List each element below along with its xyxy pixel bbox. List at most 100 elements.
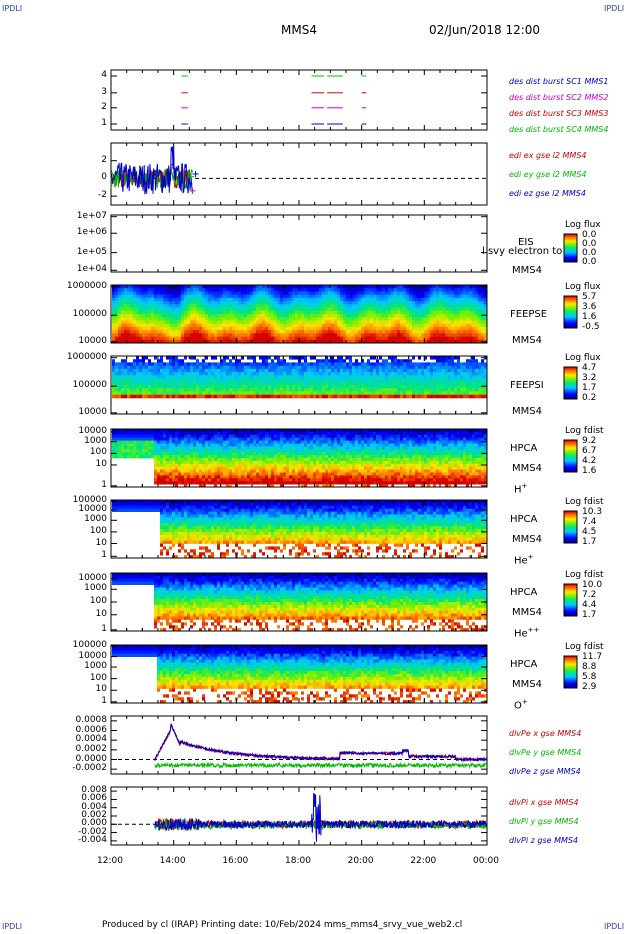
spectro-cell <box>460 320 463 324</box>
spectro-cell <box>382 339 385 344</box>
spectro-cell <box>208 434 211 439</box>
spectro-cell <box>445 365 448 370</box>
spectro-cell <box>403 385 406 389</box>
spectro-cell <box>220 478 223 482</box>
spectro-cell <box>130 333 133 337</box>
spectro-cell <box>460 301 463 305</box>
spectro-cell <box>373 365 376 370</box>
spectro-cell <box>199 314 202 318</box>
spectro-cell <box>283 378 286 383</box>
spectro-cell <box>295 285 298 289</box>
spectro-cell <box>139 455 142 459</box>
spectro-cell <box>220 297 223 302</box>
spectro-cell <box>370 372 373 376</box>
spectro-cell <box>196 446 199 450</box>
spectro-cell <box>202 446 205 450</box>
spectro-cell <box>448 388 451 392</box>
spectro-cell <box>121 339 124 344</box>
spectro-cell <box>367 378 370 383</box>
spectro-cell <box>154 307 157 312</box>
spectro-cell <box>211 452 214 456</box>
spectro-cell <box>412 372 415 376</box>
spectro-cell <box>259 365 262 370</box>
spectro-cell <box>166 297 169 302</box>
spectro-cell <box>142 301 145 305</box>
spectro-cell <box>169 372 172 376</box>
spectro-cell <box>178 385 181 389</box>
spectro-cell <box>352 285 355 289</box>
spectro-cell <box>169 294 172 299</box>
spectro-cell <box>214 388 217 392</box>
spectro-cell <box>187 326 190 331</box>
spectro-cell <box>112 294 115 299</box>
spectro-cell <box>478 391 481 395</box>
spectro-cell <box>430 391 433 395</box>
spectro-cell <box>451 307 454 312</box>
spectro-cell <box>157 466 160 470</box>
spectro-cell <box>415 339 418 344</box>
spectro-cell <box>145 394 148 399</box>
spectro-cell <box>190 452 193 456</box>
spectro-cell <box>118 443 121 447</box>
spectro-cell <box>196 463 199 468</box>
spectro-cell <box>439 388 442 392</box>
spectro-cell <box>163 314 166 318</box>
spectro-cell <box>151 394 154 399</box>
spectro-cell <box>220 314 223 318</box>
spectro-cell <box>148 378 151 383</box>
spectro-cell <box>148 434 151 439</box>
spectro-cell <box>211 466 214 470</box>
spectro-cell <box>379 336 382 341</box>
spectro-cell <box>370 323 373 328</box>
spectro-cell <box>178 362 181 366</box>
spectro-cell <box>235 381 238 386</box>
spectro-cell <box>400 391 403 395</box>
spectro-cell <box>220 336 223 341</box>
spectro-cell <box>364 391 367 395</box>
spectro-cell <box>328 339 331 344</box>
spectro-cell <box>484 301 487 305</box>
spectro-cell <box>196 372 199 376</box>
spectro-cell <box>205 437 208 441</box>
spectro-cell <box>202 314 205 318</box>
spectro-cell <box>403 381 406 386</box>
spectro-cell <box>277 294 280 299</box>
spectro-cell <box>202 285 205 289</box>
spectro-cell <box>409 323 412 328</box>
spectro-cell <box>451 330 454 334</box>
spectro-cell <box>127 372 130 376</box>
spectro-cell <box>184 434 187 439</box>
spectro-cell <box>145 431 148 436</box>
spectro-cell <box>280 372 283 376</box>
spectro-cell <box>283 394 286 399</box>
spectro-cell <box>319 314 322 318</box>
spectro-cell <box>421 339 424 344</box>
spectro-cell <box>343 294 346 299</box>
spectro-cell <box>250 372 253 376</box>
spectro-cell <box>385 381 388 386</box>
spectro-cell <box>310 307 313 312</box>
spectro-cell <box>280 310 283 315</box>
spectro-cell <box>208 443 211 447</box>
spectro-cell <box>298 323 301 328</box>
spectro-cell <box>247 372 250 376</box>
spectro-cell <box>349 291 352 295</box>
spectro-cell <box>331 288 334 292</box>
spectro-cell <box>259 391 262 395</box>
spectro-cell <box>316 288 319 292</box>
spectro-cell <box>151 446 154 450</box>
spectro-cell <box>118 378 121 383</box>
spectro-cell <box>241 481 244 485</box>
spectro-cell <box>127 310 130 315</box>
spectro-cell <box>238 320 241 324</box>
spectro-cell <box>325 391 328 395</box>
spectro-cell <box>232 294 235 299</box>
spectro-cell <box>292 391 295 395</box>
spectro-cell <box>265 391 268 395</box>
spectro-cell <box>223 362 226 366</box>
spectro-cell <box>322 330 325 334</box>
spectro-cell <box>421 336 424 341</box>
spectro-cell <box>190 463 193 468</box>
spectro-cell <box>367 381 370 386</box>
spectro-cell <box>415 307 418 312</box>
